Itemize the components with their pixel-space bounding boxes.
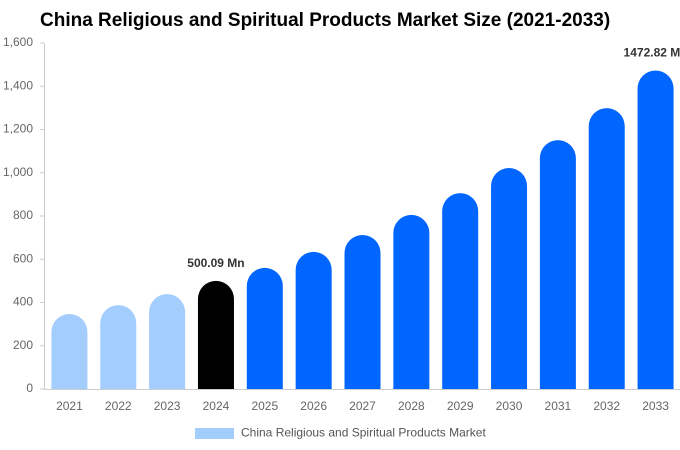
x-tick-label: 2028 [398,399,425,413]
bar [539,140,576,389]
x-tick-label: 2031 [545,399,572,413]
y-tick-label: 1,600 [3,35,33,49]
x-tick-label: 2025 [251,399,278,413]
bar [344,235,381,389]
y-tick-label: 800 [13,208,33,222]
y-tick-label: 1,200 [3,122,33,136]
bar [246,267,283,389]
y-tick-label: 200 [13,338,33,352]
bar [197,280,234,389]
value-label: 1472.82 Mn [624,46,680,60]
bar [588,108,625,389]
y-tick-label: 0 [26,381,33,395]
x-tick-label: 2024 [203,399,230,413]
y-tick-label: 1,400 [3,78,33,92]
value-label: 500.09 Mn [187,256,244,270]
chart-title: China Religious and Spiritual Products M… [40,10,610,31]
bar [491,167,528,389]
x-tick-label: 2033 [642,399,669,413]
x-tick-label: 2029 [447,399,474,413]
bar [51,313,88,389]
x-tick-label: 2032 [593,399,620,413]
y-tick-label: 400 [13,295,33,309]
legend-swatch [195,428,234,439]
y-tick-label: 600 [13,251,33,265]
bar [149,294,186,389]
x-tick-label: 2021 [56,399,83,413]
bar [100,305,137,389]
x-tick-label: 2030 [496,399,523,413]
bar [637,70,674,389]
bar [393,214,430,389]
legend-label: China Religious and Spiritual Products M… [241,426,486,440]
x-tick-label: 2023 [154,399,181,413]
x-tick-label: 2027 [349,399,376,413]
bar [295,251,332,389]
y-tick-label: 1,000 [3,165,33,179]
bar [442,193,479,389]
x-tick-label: 2026 [300,399,327,413]
x-tick-label: 2022 [105,399,132,413]
